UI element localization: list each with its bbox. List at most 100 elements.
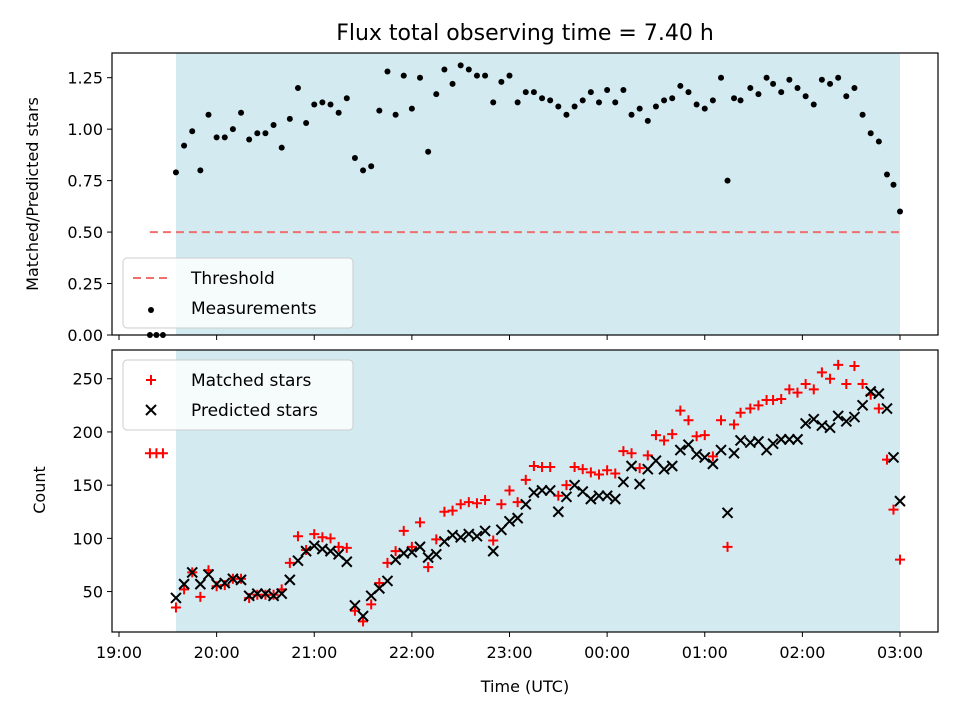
- data-point: [433, 91, 440, 98]
- data-point: [620, 87, 627, 94]
- bottom-y-tick-label: 250: [72, 370, 103, 389]
- data-point: [463, 528, 475, 540]
- data-point: [661, 97, 668, 104]
- data-point: [867, 130, 874, 137]
- legend-box: [122, 257, 354, 329]
- data-point: [833, 359, 844, 370]
- data-point: [856, 399, 869, 412]
- data-point: [873, 387, 885, 400]
- data-point: [341, 556, 353, 568]
- data-point: [626, 448, 637, 459]
- data-point: [292, 554, 304, 567]
- data-point: [431, 534, 442, 545]
- x-axis-label: Time (UTC): [480, 677, 569, 696]
- data-point: [284, 574, 296, 586]
- data-point: [520, 474, 531, 485]
- data-point: [389, 553, 402, 566]
- data-point: [612, 99, 619, 106]
- data-point: [213, 134, 220, 141]
- data-point: [316, 543, 329, 555]
- data-point: [683, 415, 694, 426]
- data-point: [735, 407, 746, 418]
- data-point: [770, 80, 777, 87]
- data-point: [447, 505, 458, 516]
- data-point: [634, 463, 645, 474]
- data-point: [569, 462, 580, 473]
- legend-marker: [145, 404, 157, 416]
- data-point: [791, 433, 804, 446]
- data-point: [522, 89, 529, 96]
- data-point: [194, 578, 207, 590]
- data-point: [308, 540, 320, 552]
- data-point: [479, 525, 491, 537]
- data-point: [715, 444, 727, 456]
- data-point: [400, 72, 407, 79]
- data-point: [707, 458, 719, 470]
- data-point: [669, 95, 676, 102]
- data-point: [381, 575, 394, 587]
- x-tick-label: 22:00: [389, 643, 435, 662]
- data-point: [851, 84, 858, 91]
- data-point: [824, 421, 836, 434]
- x-tick-label: 00:00: [584, 643, 630, 662]
- data-point: [816, 367, 827, 378]
- data-point: [259, 587, 272, 600]
- legend-label: Threshold: [190, 269, 275, 289]
- data-point: [865, 385, 877, 398]
- data-point: [465, 66, 472, 73]
- data-point: [745, 403, 756, 414]
- data-point: [511, 512, 524, 524]
- legend-marker: [146, 375, 156, 385]
- data-point: [587, 89, 594, 96]
- data-point: [890, 181, 897, 188]
- data-point: [243, 590, 255, 602]
- data-point: [528, 460, 539, 471]
- data-point: [430, 548, 442, 561]
- data-point: [840, 415, 853, 428]
- top-y-tick-label: 0.50: [67, 223, 103, 242]
- data-point: [278, 144, 285, 151]
- data-point: [454, 531, 467, 543]
- data-point: [808, 384, 819, 395]
- data-point: [238, 109, 245, 116]
- top-y-tick-label: 1.25: [67, 69, 103, 88]
- data-point: [360, 167, 367, 174]
- data-point: [802, 93, 809, 100]
- data-point: [881, 402, 893, 415]
- data-point: [783, 433, 796, 446]
- legend-label: Measurements: [191, 299, 317, 319]
- data-point: [786, 76, 793, 83]
- data-point: [577, 464, 588, 475]
- data-point: [309, 529, 320, 540]
- data-point: [438, 535, 451, 548]
- data-point: [571, 103, 578, 110]
- top-axes: 0.00 0.25 0.50 0.75 1.00 1.25 Threshold Measure…: [67, 52, 939, 345]
- data-point: [398, 525, 409, 536]
- data-point: [625, 460, 638, 472]
- data-point: [311, 101, 318, 108]
- data-point: [666, 460, 678, 472]
- data-point: [709, 97, 716, 104]
- data-point: [753, 400, 764, 411]
- data-point: [699, 451, 711, 464]
- data-point: [747, 84, 754, 91]
- data-point: [763, 74, 770, 81]
- data-point: [219, 577, 231, 589]
- data-point: [181, 142, 188, 149]
- data-point: [707, 451, 718, 462]
- data-point: [617, 476, 630, 488]
- data-point: [724, 177, 731, 184]
- data-point: [563, 111, 570, 118]
- data-point: [873, 403, 884, 414]
- top-y-tick-label: 0.25: [67, 275, 103, 294]
- data-point: [776, 393, 787, 404]
- bottom-y-tick-label: 50: [83, 583, 103, 602]
- data-point: [473, 72, 480, 79]
- data-point: [728, 447, 740, 459]
- data-point: [775, 433, 787, 446]
- data-point: [170, 602, 181, 613]
- data-point: [406, 541, 417, 552]
- data-point: [286, 115, 293, 122]
- top-series-measurements: [146, 62, 903, 338]
- data-point: [731, 95, 738, 102]
